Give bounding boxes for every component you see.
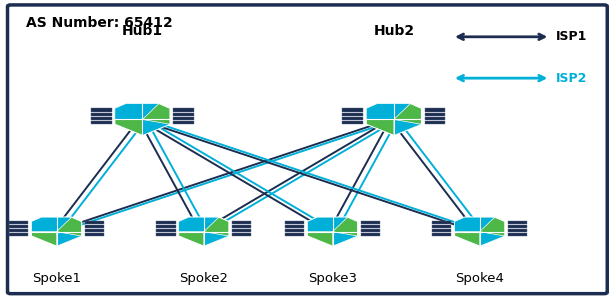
FancyBboxPatch shape: [7, 5, 607, 294]
FancyBboxPatch shape: [342, 121, 363, 125]
Polygon shape: [307, 217, 358, 246]
FancyBboxPatch shape: [508, 229, 527, 232]
FancyBboxPatch shape: [424, 121, 445, 125]
Text: ISP2: ISP2: [556, 72, 588, 85]
FancyBboxPatch shape: [342, 113, 363, 116]
FancyBboxPatch shape: [432, 229, 452, 232]
FancyBboxPatch shape: [424, 117, 445, 120]
FancyBboxPatch shape: [361, 233, 380, 236]
FancyBboxPatch shape: [361, 225, 380, 228]
Text: ISP1: ISP1: [556, 30, 588, 43]
FancyBboxPatch shape: [91, 121, 111, 125]
FancyBboxPatch shape: [361, 229, 380, 232]
FancyBboxPatch shape: [91, 117, 111, 120]
Polygon shape: [394, 119, 421, 135]
FancyBboxPatch shape: [342, 117, 363, 120]
Text: Spoke1: Spoke1: [32, 272, 81, 285]
FancyBboxPatch shape: [156, 225, 176, 228]
FancyBboxPatch shape: [432, 233, 452, 236]
FancyBboxPatch shape: [156, 221, 176, 224]
FancyBboxPatch shape: [85, 229, 104, 232]
FancyBboxPatch shape: [173, 108, 194, 111]
Text: Spoke4: Spoke4: [455, 272, 504, 285]
FancyBboxPatch shape: [173, 121, 194, 125]
Polygon shape: [57, 232, 82, 246]
FancyBboxPatch shape: [285, 229, 304, 232]
Polygon shape: [31, 217, 71, 232]
FancyBboxPatch shape: [85, 233, 104, 236]
FancyBboxPatch shape: [361, 221, 380, 224]
FancyBboxPatch shape: [85, 225, 104, 228]
Polygon shape: [179, 217, 229, 246]
FancyBboxPatch shape: [9, 221, 28, 224]
Text: Spoke2: Spoke2: [179, 272, 229, 285]
FancyBboxPatch shape: [508, 233, 527, 236]
Polygon shape: [115, 103, 170, 135]
FancyBboxPatch shape: [508, 221, 527, 224]
FancyBboxPatch shape: [173, 117, 194, 120]
Text: Hub2: Hub2: [373, 24, 415, 38]
FancyBboxPatch shape: [432, 225, 452, 228]
Polygon shape: [367, 103, 410, 119]
FancyBboxPatch shape: [156, 229, 176, 232]
FancyBboxPatch shape: [232, 233, 251, 236]
Polygon shape: [455, 217, 495, 232]
FancyBboxPatch shape: [85, 221, 104, 224]
FancyBboxPatch shape: [342, 108, 363, 111]
FancyBboxPatch shape: [285, 233, 304, 236]
FancyBboxPatch shape: [424, 113, 445, 116]
FancyBboxPatch shape: [232, 229, 251, 232]
Polygon shape: [204, 232, 229, 246]
FancyBboxPatch shape: [285, 225, 304, 228]
FancyBboxPatch shape: [232, 221, 251, 224]
FancyBboxPatch shape: [9, 233, 28, 236]
Polygon shape: [333, 232, 358, 246]
Polygon shape: [115, 103, 159, 119]
FancyBboxPatch shape: [9, 225, 28, 228]
Polygon shape: [367, 103, 421, 135]
Polygon shape: [179, 217, 219, 232]
FancyBboxPatch shape: [9, 229, 28, 232]
FancyBboxPatch shape: [156, 233, 176, 236]
FancyBboxPatch shape: [91, 113, 111, 116]
FancyBboxPatch shape: [232, 225, 251, 228]
Polygon shape: [142, 119, 170, 135]
FancyBboxPatch shape: [508, 225, 527, 228]
Text: Hub1: Hub1: [122, 24, 163, 38]
Polygon shape: [480, 232, 505, 246]
FancyBboxPatch shape: [173, 113, 194, 116]
Text: AS Number: 65412: AS Number: 65412: [26, 16, 172, 30]
FancyBboxPatch shape: [424, 108, 445, 111]
FancyBboxPatch shape: [285, 221, 304, 224]
FancyBboxPatch shape: [91, 108, 111, 111]
Polygon shape: [31, 217, 82, 246]
Polygon shape: [307, 217, 347, 232]
FancyBboxPatch shape: [432, 221, 452, 224]
Polygon shape: [455, 217, 505, 246]
Text: Spoke3: Spoke3: [308, 272, 357, 285]
